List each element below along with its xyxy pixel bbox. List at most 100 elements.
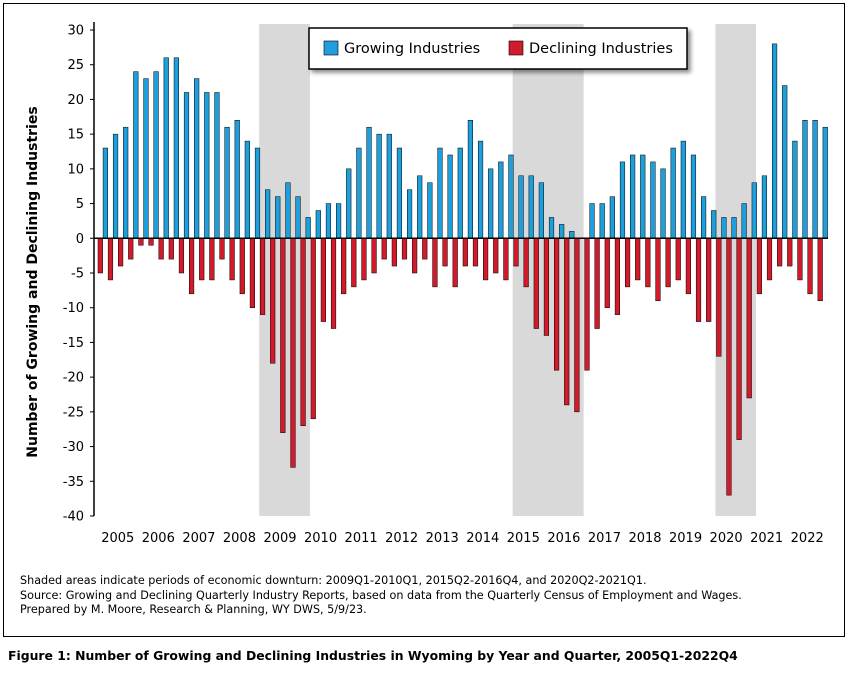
declining-bar-14 [239,238,245,295]
y-tick-label: -40 [63,510,84,525]
growing-bar-35 [457,147,463,239]
growing-bar-6 [163,57,169,239]
declining-bar-42 [523,238,529,288]
declining-bar-64 [746,238,752,399]
x-tick-label: 2016 [547,531,580,546]
declining-bar-4 [138,238,144,246]
declining-bar-24 [341,238,347,295]
declining-bar-32 [422,238,428,260]
declining-bar-12 [219,238,225,260]
growing-bar-9 [194,78,200,239]
declining-bar-34 [442,238,448,267]
growing-bar-4 [143,78,149,239]
x-tick-label: 2005 [101,531,134,546]
declining-bar-16 [259,238,266,315]
declining-bar-0 [97,238,103,274]
growing-bar-28 [386,133,392,239]
growing-bar-65 [761,175,768,239]
growing-bar-48 [589,203,595,239]
x-tick-label: 2006 [142,531,175,546]
growing-bar-42 [528,175,534,239]
growing-bar-66 [771,43,778,239]
declining-bar-44 [543,238,550,336]
declining-bar-69 [797,238,803,281]
legend-box [308,27,688,70]
declining-bar-48 [584,238,590,371]
figure-caption: Figure 1: Number of Growing and Declinin… [8,648,738,663]
declining-bar-43 [533,238,539,329]
x-tick-label: 2020 [710,531,743,546]
declining-bar-29 [391,238,397,267]
growing-bar-19 [295,196,301,239]
declining-bar-37 [472,238,479,267]
growing-bar-45 [559,224,565,239]
declining-bar-63 [736,238,742,440]
growing-bar-8 [183,92,190,239]
declining-bar-70 [807,238,813,295]
declining-bar-67 [777,238,783,267]
growing-bar-31 [417,175,423,239]
declining-bar-6 [158,238,164,260]
x-tick-label: 2009 [263,531,296,546]
growing-bar-59 [701,196,707,239]
declining-bar-45 [554,238,560,371]
growing-bar-3 [133,71,139,239]
x-tick-label: 2012 [385,531,418,546]
x-tick-label: 2019 [669,531,702,546]
growing-bar-53 [640,154,646,239]
x-tick-label: 2018 [628,531,661,546]
growing-bar-43 [538,182,544,239]
x-tick-label: 2010 [304,531,337,546]
growing-bar-61 [721,217,727,239]
declining-bar-22 [320,238,326,322]
note-shaded-areas: Shaded areas indicate periods of economi… [20,574,647,587]
growing-bar-39 [498,161,504,239]
declining-bar-19 [290,238,296,468]
growing-bar-12 [224,126,230,239]
declining-bar-40 [503,238,509,281]
x-tick-label: 2015 [507,531,540,546]
declining-bar-31 [412,238,418,274]
declining-bar-57 [675,238,681,281]
declining-bar-59 [695,238,702,322]
growing-bar-70 [812,120,818,239]
declining-bar-9 [189,238,195,295]
bars [97,43,828,496]
growing-bar-41 [518,175,524,239]
growing-bar-36 [467,120,473,239]
declining-bar-58 [685,238,691,295]
growing-bar-2 [123,126,129,239]
y-tick-label: 20 [67,93,84,108]
declining-bar-26 [361,238,367,281]
growing-bar-44 [548,217,555,239]
growing-bar-11 [214,92,220,239]
growing-bar-69 [802,120,808,239]
declining-bar-23 [330,238,337,329]
growing-bar-21 [315,210,321,239]
growing-bar-10 [204,92,210,239]
growing-bar-29 [396,147,403,239]
growing-bar-56 [670,147,676,239]
declining-bar-41 [513,238,519,267]
growing-bar-33 [437,147,443,239]
legend-swatch-declining [508,40,524,56]
y-tick-label: -15 [63,336,84,351]
chart-notes: Shaded areas indicate periods of economi… [20,574,742,618]
growing-bar-13 [234,120,240,239]
declining-bar-18 [280,238,286,433]
declining-bar-15 [249,238,255,308]
declining-bar-55 [655,238,661,302]
declining-bar-49 [594,238,600,329]
growing-bar-68 [792,140,798,239]
declining-bar-21 [310,238,316,420]
growing-bar-57 [680,140,686,239]
declining-bar-46 [564,238,570,406]
declining-bar-13 [229,238,235,281]
declining-bar-61 [716,238,722,357]
growing-bar-63 [741,203,747,239]
declining-bar-60 [706,238,712,322]
declining-bar-47 [574,238,580,413]
x-tick-label: 2014 [466,531,499,546]
y-axis-label: Number of Growing and Declining Industri… [25,106,41,457]
declining-bar-53 [635,238,641,281]
